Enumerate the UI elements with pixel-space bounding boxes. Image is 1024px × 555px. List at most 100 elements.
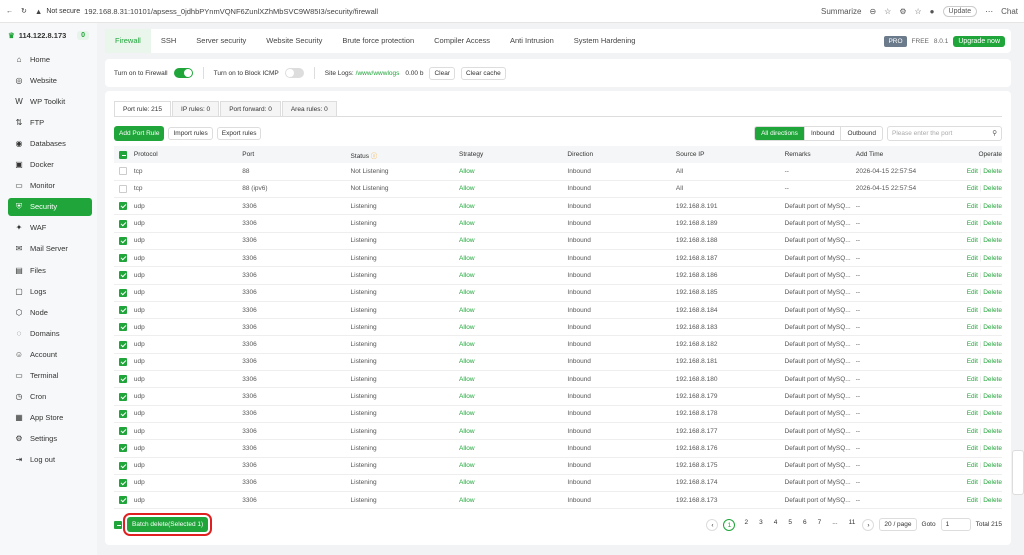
upgrade-button[interactable]: Upgrade now: [953, 35, 1005, 47]
sidebar-item-wp-toolkit[interactable]: W WP Toolkit: [8, 92, 92, 110]
edit-link[interactable]: Edit: [966, 254, 978, 262]
sidebar-item-website[interactable]: ◎ Website: [8, 71, 92, 89]
row-checkbox[interactable]: [119, 184, 127, 193]
sidebar-item-ftp[interactable]: ⇅ FTP: [8, 113, 92, 131]
delete-link[interactable]: Delete: [983, 289, 1002, 297]
delete-link[interactable]: Delete: [983, 323, 1002, 331]
page-1[interactable]: 1: [723, 518, 736, 531]
delete-link[interactable]: Delete: [983, 393, 1002, 400]
help-icon[interactable]: ⓘ: [368, 152, 378, 160]
row-checkbox[interactable]: [119, 427, 127, 436]
sidebar-item-cron[interactable]: ◷ Cron: [8, 388, 92, 406]
port-search-input[interactable]: Please enter the port ⚲: [887, 125, 1002, 141]
edit-link[interactable]: Edit: [966, 185, 978, 193]
sidebar-item-logs[interactable]: ▢ Logs: [8, 282, 92, 300]
row-checkbox[interactable]: [119, 478, 127, 487]
clear-cache-button[interactable]: Clear cache: [461, 66, 506, 80]
tab-system-hardening[interactable]: System Hardening: [573, 36, 636, 45]
delete-link[interactable]: Delete: [983, 306, 1002, 314]
delete-link[interactable]: Delete: [983, 167, 1002, 175]
delete-link[interactable]: Delete: [983, 341, 1002, 349]
edit-link[interactable]: Edit: [966, 237, 978, 245]
edit-link[interactable]: Edit: [966, 306, 978, 314]
row-checkbox[interactable]: [119, 236, 127, 245]
sidebar-item-node[interactable]: ⬡ Node: [8, 303, 92, 321]
prev-page-button[interactable]: ‹: [706, 518, 719, 531]
subtab-2[interactable]: Port forward: 0: [220, 101, 281, 116]
sidebar-item-home[interactable]: ⌂ Home: [8, 50, 92, 68]
search-icon[interactable]: ⚲: [992, 130, 997, 137]
sidebar-item-waf[interactable]: ✦ WAF: [8, 219, 92, 237]
tab-anti-intrusion[interactable]: Anti Intrusion: [510, 36, 554, 45]
subtab-3[interactable]: Area rules: 0: [281, 101, 337, 116]
clear-button[interactable]: Clear: [429, 66, 455, 80]
export-rules-button[interactable]: Export rules: [216, 126, 262, 140]
address-bar[interactable]: ▲ Not secure 192.168.8.31:10101/apsess_0…: [35, 7, 813, 16]
url-text[interactable]: 192.168.8.31:10101/apsess_0jdhbPYnmVQNF6…: [84, 6, 379, 16]
tab-website-security[interactable]: Website Security: [266, 36, 323, 45]
sidebar-item-security[interactable]: ⛨ Security: [8, 197, 92, 216]
import-rules-button[interactable]: Import rules: [168, 126, 213, 140]
reload-icon[interactable]: ↻: [21, 8, 27, 15]
sidebar-item-domains[interactable]: ◌ Domains: [8, 324, 92, 342]
delete-link[interactable]: Delete: [983, 375, 1002, 383]
page-size-select[interactable]: 20 / page: [879, 518, 917, 531]
edit-link[interactable]: Edit: [966, 427, 978, 435]
sidebar-item-mail-server[interactable]: ✉ Mail Server: [8, 240, 92, 258]
firewall-toggle[interactable]: [173, 68, 193, 78]
row-checkbox[interactable]: [119, 254, 127, 263]
tab-server-security[interactable]: Server security: [196, 36, 247, 45]
filter-all-directions[interactable]: All directions: [755, 126, 804, 140]
side-widget[interactable]: [1012, 450, 1024, 495]
filter-outbound[interactable]: Outbound: [840, 126, 882, 140]
filter-inbound[interactable]: Inbound: [803, 126, 841, 140]
sidebar-item-files[interactable]: ▤ Files: [8, 261, 92, 279]
page-11[interactable]: 11: [848, 518, 856, 526]
site-logs-link[interactable]: /www/wwwlogs: [355, 69, 400, 77]
extensions-icon[interactable]: ⚙: [899, 6, 907, 16]
delete-link[interactable]: Delete: [983, 479, 1002, 487]
edit-link[interactable]: Edit: [966, 289, 978, 297]
avatar[interactable]: ●: [929, 6, 935, 16]
row-checkbox[interactable]: [119, 409, 127, 418]
row-checkbox[interactable]: [119, 271, 127, 280]
zoom-icon[interactable]: ⊖: [869, 6, 877, 16]
delete-link[interactable]: Delete: [983, 271, 1002, 279]
page-2[interactable]: 2: [744, 518, 749, 526]
edit-link[interactable]: Edit: [966, 496, 978, 504]
icmp-toggle[interactable]: [284, 68, 304, 78]
add-port-rule-button[interactable]: Add Port Rule: [114, 125, 165, 141]
sidebar-item-docker[interactable]: ▣ Docker: [8, 156, 92, 174]
edit-link[interactable]: Edit: [966, 271, 978, 279]
delete-link[interactable]: Delete: [983, 358, 1002, 366]
select-all-checkbox[interactable]: [114, 520, 122, 529]
notification-badge[interactable]: 0: [77, 30, 89, 40]
page-6[interactable]: 6: [802, 518, 807, 526]
row-checkbox[interactable]: [119, 202, 127, 211]
sidebar-item-app-store[interactable]: ▦ App Store: [8, 409, 92, 427]
back-icon[interactable]: ←: [6, 7, 13, 15]
row-checkbox[interactable]: [119, 340, 127, 349]
sidebar-item-settings[interactable]: ⚙ Settings: [8, 430, 92, 448]
sidebar-item-monitor[interactable]: ▭ Monitor: [8, 177, 92, 195]
sidebar-item-log-out[interactable]: ⇥ Log out: [8, 451, 92, 469]
delete-link[interactable]: Delete: [983, 185, 1002, 193]
page-7[interactable]: 7: [817, 518, 822, 526]
page-4[interactable]: 4: [773, 518, 778, 526]
tab-brute-force-protection[interactable]: Brute force protection: [342, 36, 415, 45]
summarize-button[interactable]: Summarize: [821, 6, 862, 16]
row-checkbox[interactable]: [119, 444, 127, 453]
delete-link[interactable]: Delete: [983, 237, 1002, 245]
edit-link[interactable]: Edit: [966, 462, 978, 470]
tab-ssh[interactable]: SSH: [160, 36, 177, 45]
delete-link[interactable]: Delete: [983, 254, 1002, 262]
delete-link[interactable]: Delete: [983, 496, 1002, 504]
batch-delete-button[interactable]: Batch delete(Selected 1): [122, 513, 213, 536]
edit-link[interactable]: Edit: [966, 323, 978, 331]
page-5[interactable]: 5: [788, 518, 792, 526]
row-checkbox[interactable]: [119, 219, 127, 228]
edit-link[interactable]: Edit: [966, 375, 978, 383]
delete-link[interactable]: Delete: [983, 427, 1002, 435]
edit-link[interactable]: Edit: [966, 410, 978, 418]
delete-link[interactable]: Delete: [983, 410, 1002, 418]
